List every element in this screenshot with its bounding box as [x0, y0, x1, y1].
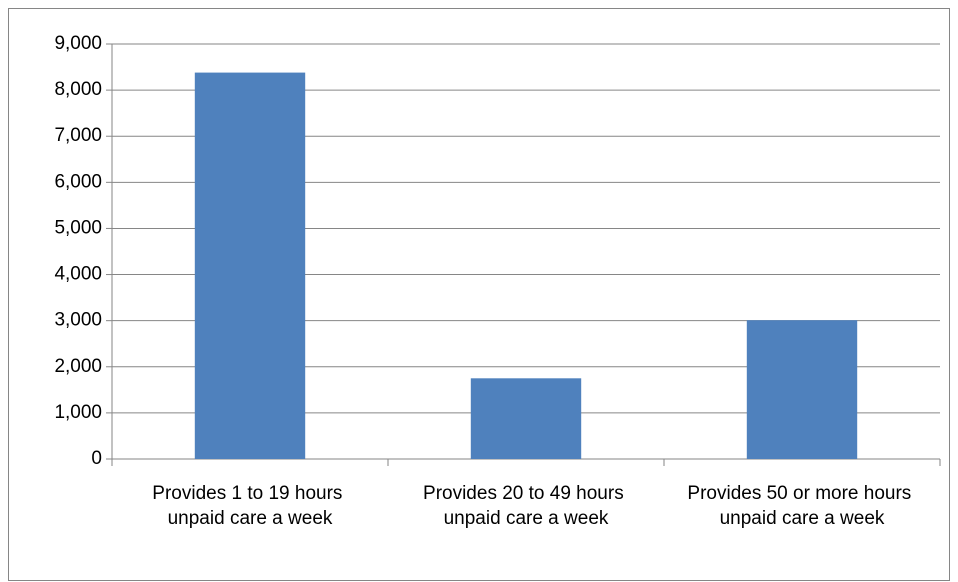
y-tick-label: 2,000 — [54, 356, 102, 377]
x-tick-label: Provides 50 or more hours unpaid care a … — [687, 483, 916, 529]
bar — [746, 320, 858, 459]
y-tick-label: 4,000 — [54, 264, 102, 285]
y-tick-label: 9,000 — [54, 33, 102, 54]
x-tick-label: Provides 1 to 19 hours unpaid care a wee… — [152, 483, 347, 529]
y-tick-label: 7,000 — [54, 125, 102, 146]
y-tick-label: 0 — [91, 448, 102, 469]
bar — [194, 72, 306, 459]
y-tick-label: 1,000 — [54, 402, 102, 423]
y-tick-label: 6,000 — [54, 171, 102, 192]
bar — [470, 378, 582, 459]
y-tick-label: 5,000 — [54, 217, 102, 238]
y-tick-label: 3,000 — [54, 310, 102, 331]
x-tick-label: Provides 20 to 49 hours unpaid care a we… — [423, 483, 629, 529]
chart-frame — [8, 8, 950, 581]
y-tick-label: 8,000 — [54, 79, 102, 100]
